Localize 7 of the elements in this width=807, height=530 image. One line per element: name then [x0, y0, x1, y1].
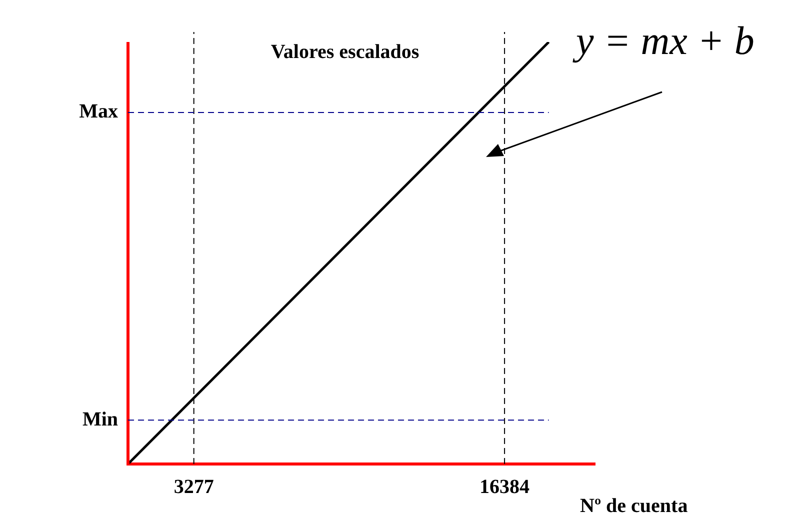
- ref-line-label: Min: [82, 408, 118, 430]
- x-axis-title: Nº de cuenta: [580, 495, 688, 517]
- chart-title: Valores escalados: [270, 41, 420, 63]
- x-tick-label: 16384: [480, 476, 530, 498]
- ref-line-label: Max: [79, 100, 118, 123]
- annotation: y = mx + b: [572, 18, 754, 63]
- x-tick-label: 3277: [174, 476, 214, 498]
